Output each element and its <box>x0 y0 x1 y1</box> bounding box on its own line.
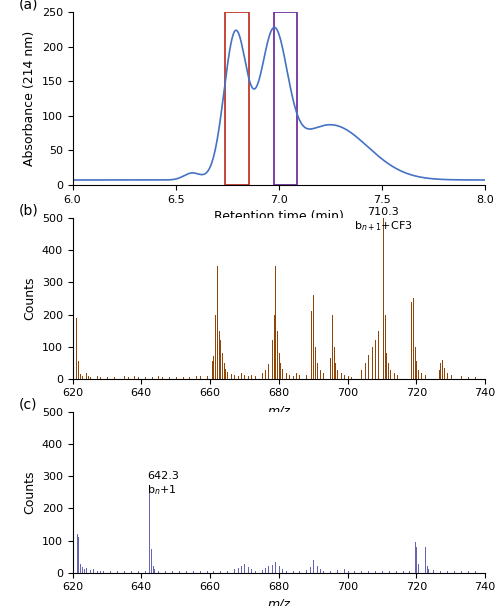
Text: b$_{n+1}$+CF3: b$_{n+1}$+CF3 <box>354 219 412 233</box>
Text: 642.3: 642.3 <box>148 471 180 481</box>
Y-axis label: Counts: Counts <box>23 471 36 514</box>
Y-axis label: Counts: Counts <box>23 277 36 320</box>
X-axis label: m/z: m/z <box>268 598 290 606</box>
Text: (b): (b) <box>19 204 38 218</box>
X-axis label: Retention time (min): Retention time (min) <box>214 210 344 223</box>
X-axis label: m/z: m/z <box>268 404 290 417</box>
Text: (c): (c) <box>19 398 38 412</box>
Bar <box>225 12 249 185</box>
Bar <box>274 12 297 185</box>
Text: (a): (a) <box>19 0 38 12</box>
Text: 710.3: 710.3 <box>367 207 399 216</box>
Y-axis label: Absorbance (214 nm): Absorbance (214 nm) <box>23 31 36 166</box>
Text: b$_n$+1: b$_n$+1 <box>148 484 177 497</box>
